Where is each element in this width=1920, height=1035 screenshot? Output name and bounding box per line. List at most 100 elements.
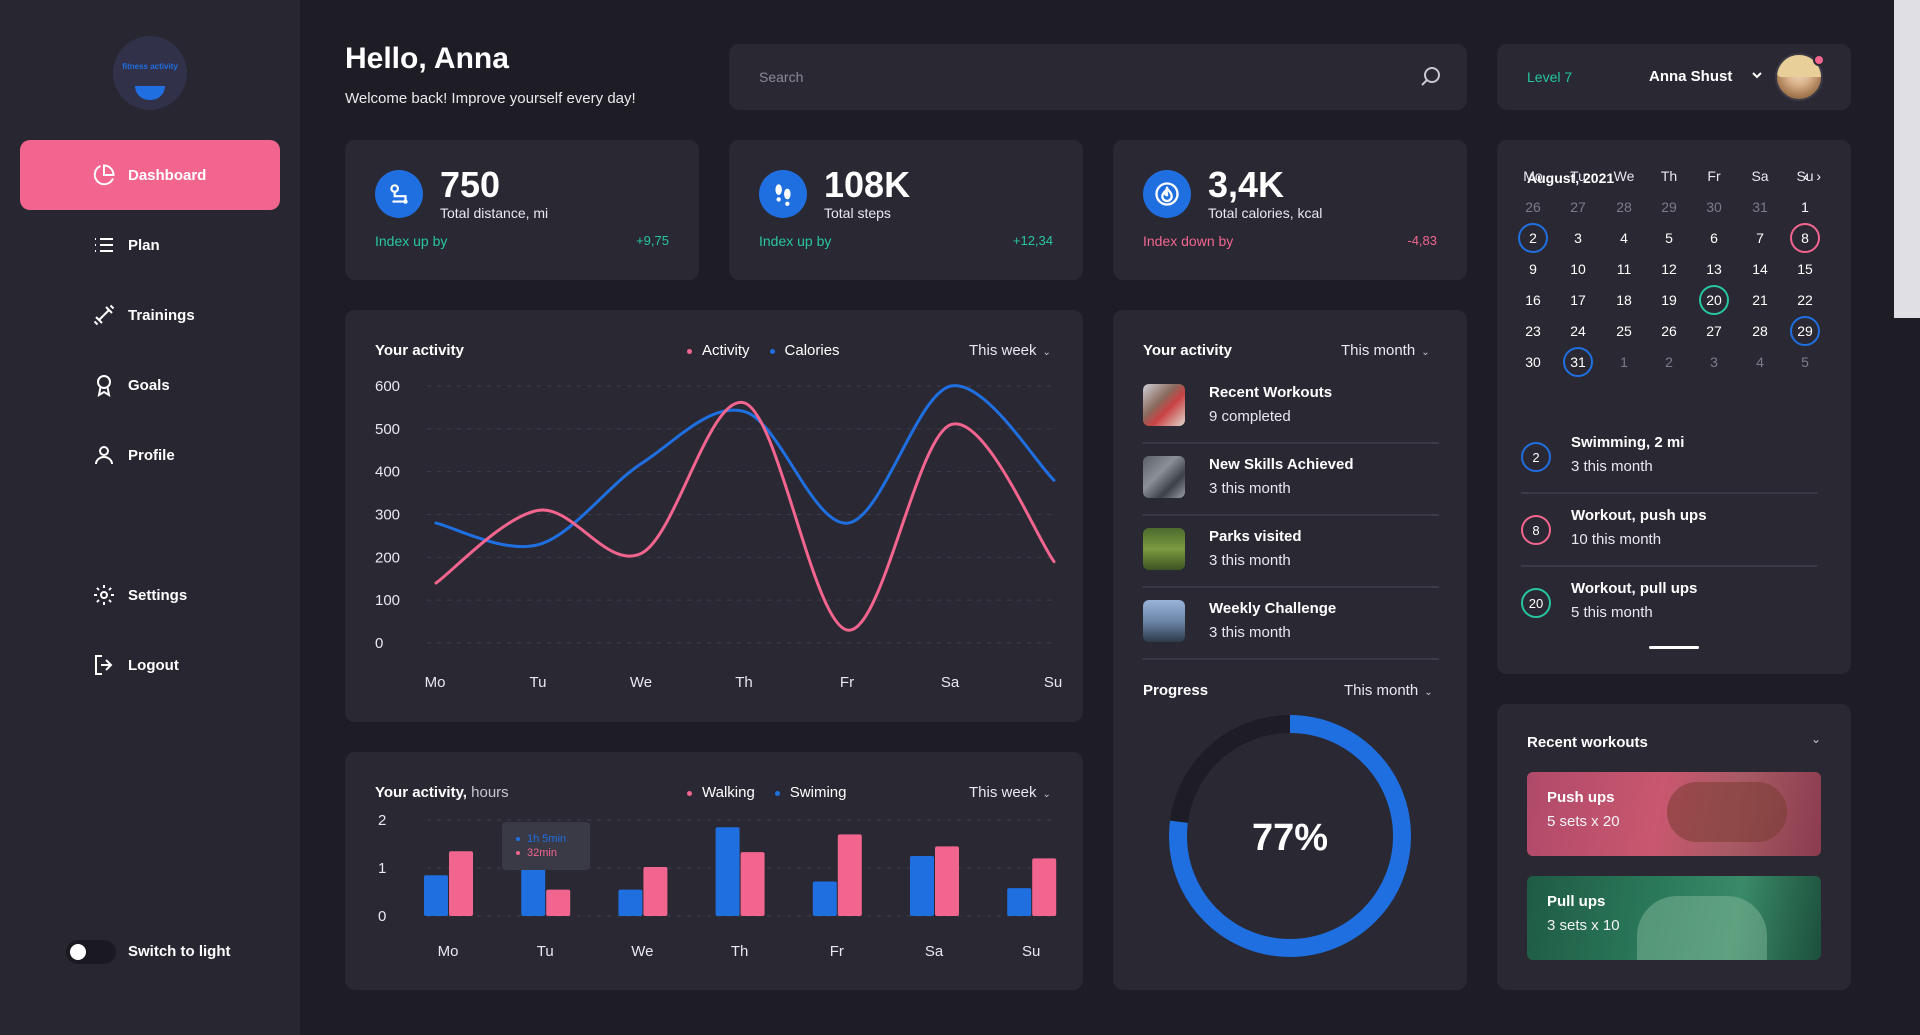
list-item[interactable]: Weekly Challenge 3 this month (1143, 588, 1439, 660)
bar-swiming (643, 867, 668, 916)
stat-card-distance: 750 Total distance, mi Index up by +9,75 (345, 140, 699, 280)
period-dropdown[interactable]: This month ⌄ (1344, 682, 1433, 699)
calendar-day[interactable]: 26 (1525, 199, 1541, 215)
calendar-day[interactable]: 29 (1661, 199, 1677, 215)
calendar-day[interactable]: 18 (1616, 292, 1632, 308)
search-icon[interactable] (1419, 65, 1443, 89)
calendar-event[interactable]: 8 Workout, push ups 10 this month (1521, 495, 1817, 567)
calendar-weekday: Fr (1707, 168, 1721, 184)
calendar-day[interactable]: 3 (1710, 354, 1718, 370)
calendar-day[interactable]: 28 (1752, 323, 1768, 339)
award-icon (97, 375, 111, 397)
calendar-day[interactable]: 23 (1525, 323, 1541, 339)
recent-workouts-card: Recent workouts ⌄ Push ups 5 sets x 20 P… (1497, 704, 1851, 990)
calendar-day[interactable]: 1 (1620, 354, 1628, 370)
period-dropdown[interactable]: This week ⌄ (969, 784, 1051, 801)
chevron-down-icon[interactable] (1750, 68, 1764, 82)
legend-item-calories[interactable]: Calories (769, 342, 840, 359)
nav-goals[interactable]: Goals (20, 350, 280, 420)
sidebar: fitness activity Dashboard Plan Training… (0, 0, 300, 1035)
nav-trainings[interactable]: Trainings (20, 280, 280, 350)
calendar-day[interactable]: 31 (1752, 199, 1768, 215)
user-name[interactable]: Anna Shust (1649, 68, 1733, 85)
calendar-day[interactable]: 1 (1801, 199, 1809, 215)
legend-item-swiming[interactable]: Swiming (774, 784, 846, 801)
calendar-day[interactable]: 2 (1518, 223, 1548, 253)
legend-item-walking[interactable]: Walking (687, 784, 755, 801)
list-item-title: Recent Workouts (1209, 384, 1333, 401)
calendar-day[interactable]: 19 (1661, 292, 1677, 308)
dumbbell-icon (93, 304, 115, 326)
nav-settings[interactable]: Settings (20, 560, 280, 630)
stat-label: Total calories, kcal (1208, 205, 1323, 221)
calendar-day[interactable]: 27 (1706, 323, 1722, 339)
nav-profile[interactable]: Profile (20, 420, 280, 490)
calendar-event[interactable]: 2 Swimming, 2 mi 3 this month (1521, 422, 1817, 494)
stat-index: Index up by (759, 233, 832, 249)
recent-workouts-title: Recent workouts (1527, 734, 1648, 751)
calendar-day[interactable]: 10 (1570, 261, 1586, 277)
workout-card-pull-ups[interactable]: Pull ups 3 sets x 10 (1527, 876, 1821, 960)
calendar-day[interactable]: 11 (1616, 261, 1632, 277)
calendar-day[interactable]: 5 (1665, 230, 1673, 246)
list-item[interactable]: Recent Workouts 9 completed (1143, 372, 1439, 444)
calendar-day[interactable]: 8 (1790, 223, 1820, 253)
calendar-day[interactable]: 12 (1661, 261, 1677, 277)
list-item[interactable]: Parks visited 3 this month (1143, 516, 1439, 588)
calendar-day[interactable]: 21 (1752, 292, 1768, 308)
calendar-day[interactable]: 5 (1801, 354, 1809, 370)
calendar-day[interactable]: 7 (1756, 230, 1764, 246)
calendar-day[interactable]: 2 (1665, 354, 1673, 370)
user-menu[interactable]: Level 7 Anna Shust (1497, 44, 1851, 110)
calendar-day[interactable]: 30 (1706, 199, 1722, 215)
line-chart: 0 100 200 300 400 500 600 Mo Tu We Th Fr Sa Su (375, 378, 1062, 691)
chevron-down-icon[interactable]: ⌄ (1810, 732, 1821, 746)
calendar-day[interactable]: 6 (1710, 230, 1718, 246)
chevron-left-icon[interactable]: ‹ (1803, 168, 1809, 184)
chevron-right-icon[interactable]: › (1816, 168, 1821, 184)
calendar-day[interactable]: 14 (1752, 261, 1768, 277)
period-dropdown[interactable]: This month ⌄ (1341, 342, 1430, 359)
calendar-day[interactable]: 4 (1756, 354, 1764, 370)
calendar-day[interactable]: 20 (1699, 285, 1729, 315)
app-logo[interactable]: fitness activity (113, 36, 187, 110)
calendar-event[interactable]: 20 Workout, pull ups 5 this month (1521, 568, 1817, 640)
nav-logout[interactable]: Logout (20, 630, 280, 700)
calendar-day[interactable]: 17 (1570, 292, 1586, 308)
calendar-day[interactable]: 4 (1620, 230, 1628, 246)
carousel-indicator[interactable] (1649, 646, 1699, 649)
user-level: Level 7 (1527, 69, 1573, 85)
calendar-day[interactable]: 15 (1797, 261, 1813, 277)
workout-photo-shape (1637, 896, 1767, 960)
calendar-day[interactable]: 27 (1570, 199, 1586, 215)
calendar-day[interactable]: 31 (1563, 347, 1593, 377)
calendar-day[interactable]: 9 (1529, 261, 1537, 277)
calendar-day[interactable]: 24 (1570, 323, 1586, 339)
calendar-day[interactable]: 3 (1574, 230, 1582, 246)
nav-dashboard[interactable]: Dashboard (20, 140, 280, 210)
calendar-day[interactable]: 29 (1790, 316, 1820, 346)
search-input[interactable]: Search (759, 69, 804, 85)
calendar-day[interactable]: 28 (1616, 199, 1632, 215)
scrollbar[interactable] (1894, 0, 1920, 318)
theme-toggle[interactable] (66, 940, 116, 964)
calendar-day[interactable]: 30 (1525, 354, 1541, 370)
list-icon (95, 238, 113, 252)
list-item-sub: 3 this month (1209, 480, 1291, 497)
bar-walking (424, 875, 448, 916)
calendar-day[interactable]: 16 (1525, 292, 1541, 308)
workout-card-push-ups[interactable]: Push ups 5 sets x 20 (1527, 772, 1821, 856)
calendar-day[interactable]: 22 (1797, 292, 1813, 308)
calendar-day[interactable]: 26 (1661, 323, 1677, 339)
progress-value: 77% (1252, 817, 1328, 859)
calendar-day[interactable]: 13 (1706, 261, 1722, 277)
bar-walking (715, 827, 740, 916)
nav-label: Trainings (128, 306, 195, 324)
calendar-day[interactable]: 25 (1616, 323, 1632, 339)
nav-plan[interactable]: Plan (20, 210, 280, 280)
x-tick-label: Th (731, 943, 749, 960)
legend-item-activity[interactable]: Activity (687, 342, 750, 359)
search-bar[interactable]: Search (729, 44, 1467, 110)
period-dropdown[interactable]: This week ⌄ (969, 342, 1051, 359)
list-item[interactable]: New Skills Achieved 3 this month (1143, 444, 1439, 516)
